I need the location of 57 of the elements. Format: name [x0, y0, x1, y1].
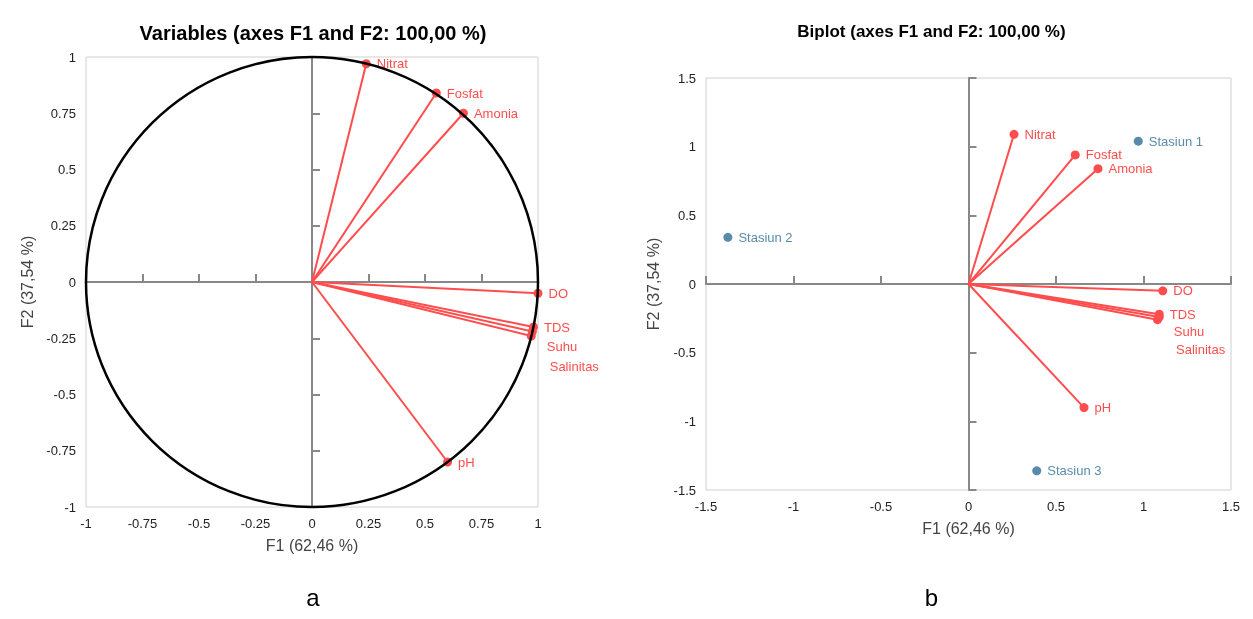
series-label: Salinitas — [1176, 342, 1226, 358]
x-tick-label: -0.25 — [240, 516, 271, 531]
x-tick-label: -1 — [787, 499, 800, 514]
y-tick-label: 0.25 — [50, 218, 76, 234]
series-label: TDS — [1169, 306, 1197, 322]
text: b — [924, 583, 939, 611]
x-tick-label: 0 — [308, 516, 316, 531]
series-label: Suhu — [1173, 324, 1205, 340]
text: a — [306, 583, 321, 611]
y-tick-label: -0.25 — [46, 330, 76, 346]
series-label: Salinitas — [549, 358, 600, 374]
series-label: Amonia — [473, 105, 519, 121]
x-tick-label: 1 — [534, 516, 542, 531]
y-axis-title: F2 (37,54 %) — [18, 235, 36, 329]
series-label: Nitrat — [376, 56, 409, 72]
series-label: Suhu — [546, 339, 578, 354]
series-label: DO — [1173, 283, 1193, 299]
y-axis-title: F2 (37,54 %) — [644, 237, 662, 331]
series-label: TDS — [543, 319, 571, 335]
y-tick-label: -0.5 — [53, 387, 76, 402]
x-tick-label: -0.5 — [869, 499, 893, 514]
series-label: DO — [548, 285, 568, 301]
chart-title: Variables (axes F1 and F2: 100,00 %) — [139, 22, 487, 44]
series-label: pH — [458, 454, 475, 470]
y-tick-label: -0.75 — [46, 443, 76, 459]
series-label: Stasiun 2 — [738, 229, 793, 245]
chart-title: Biplot (axes F1 and F2: 100,00 %) — [797, 22, 1066, 41]
y-tick-label: 0.75 — [50, 105, 76, 121]
y-tick-label: -1 — [684, 413, 696, 429]
y-tick-label: 1.5 — [677, 70, 696, 86]
series-label: Amonia — [1108, 161, 1154, 177]
x-tick-label: 1.5 — [1221, 499, 1241, 514]
y-tick-label: -1.5 — [673, 482, 696, 498]
series-label: Fosfat — [1085, 147, 1123, 163]
y-tick-label: 1 — [688, 139, 696, 155]
x-tick-label: -1 — [80, 516, 92, 531]
y-tick-label: 0.5 — [677, 207, 696, 223]
y-tick-label: 0 — [688, 276, 696, 292]
series-label: Stasiun 3 — [1047, 463, 1102, 479]
y-tick-label: 1 — [68, 49, 76, 65]
x-tick-label: 1 — [1139, 499, 1148, 514]
x-tick-label: 0.75 — [468, 516, 495, 531]
x-axis-title: F1 (62,46 %) — [922, 519, 1015, 537]
x-axis-title: F1 (62,46 %) — [265, 536, 359, 554]
x-tick-label: 0.25 — [355, 516, 382, 531]
y-tick-label: 0.5 — [57, 162, 76, 177]
series-label: Nitrat — [1024, 126, 1056, 142]
series-label: Fosfat — [446, 85, 484, 101]
x-tick-label: 0 — [964, 499, 973, 514]
x-tick-label: -0.75 — [127, 516, 158, 531]
y-tick-label: -0.5 — [673, 345, 696, 361]
x-tick-label: 0.5 — [415, 516, 435, 531]
series-label: pH — [1094, 400, 1112, 416]
y-tick-label: 0 — [68, 274, 76, 290]
x-tick-label: -0.5 — [187, 516, 211, 531]
x-tick-label: 0.5 — [1046, 499, 1066, 514]
series-label: Stasiun 1 — [1148, 133, 1203, 149]
